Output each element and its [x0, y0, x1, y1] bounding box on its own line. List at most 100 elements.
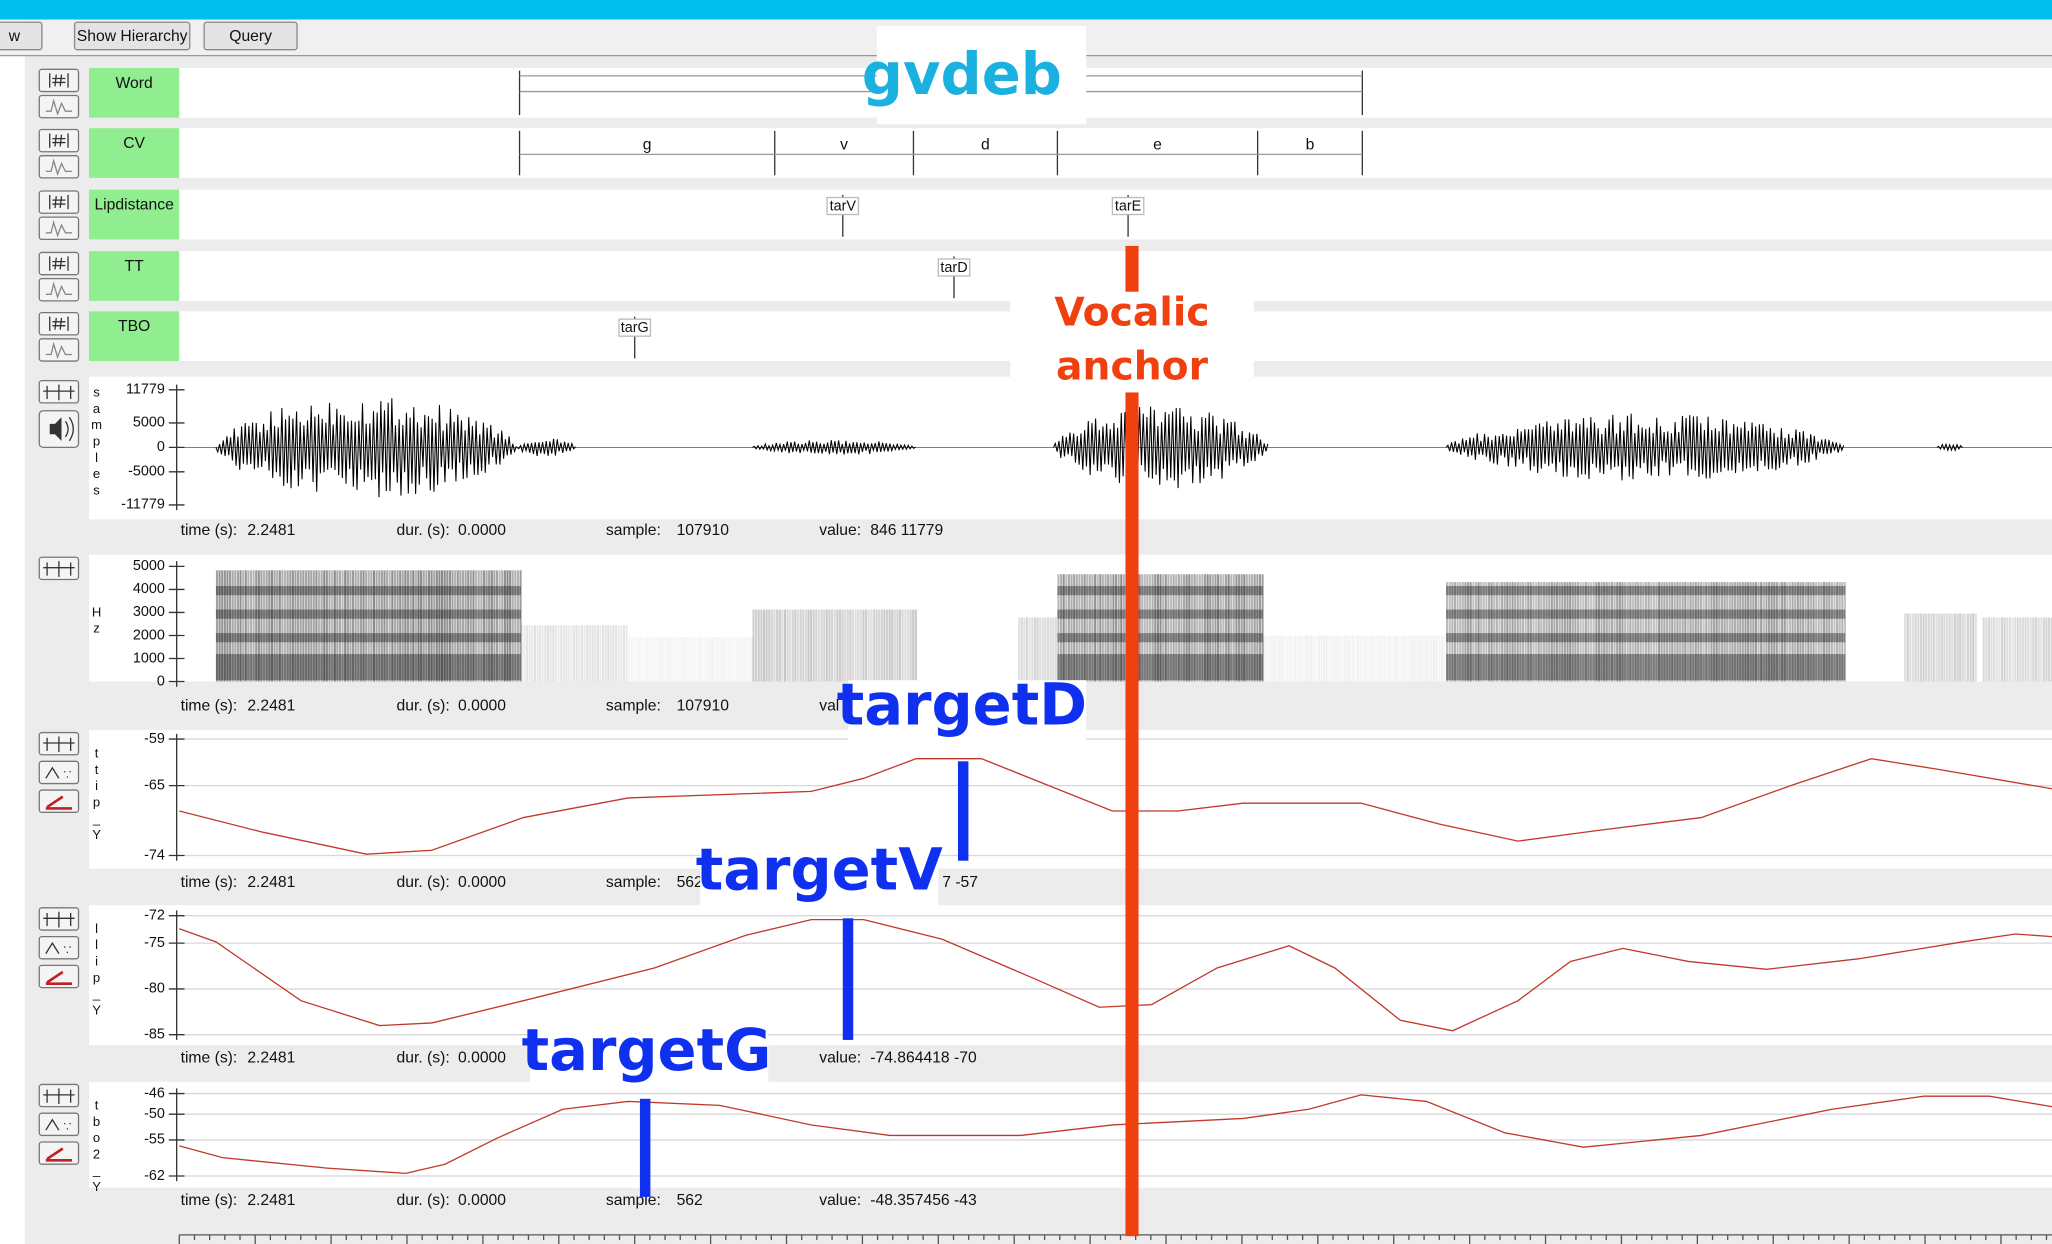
axis-label: samples: [89, 385, 104, 499]
toolbar-button-label[interactable]: Query: [229, 28, 272, 45]
spectrogram-band: [1305, 635, 1307, 681]
formant: [216, 654, 521, 667]
spectrogram-band: [1344, 635, 1346, 681]
spectrogram-band: [781, 610, 783, 682]
spectrogram-band: [815, 610, 817, 682]
left-edge: [0, 0, 25, 1244]
spectrogram-band: [644, 637, 646, 681]
icon-button[interactable]: [39, 217, 78, 239]
spectrogram-band: [1985, 617, 1987, 681]
spectrogram-band: [576, 625, 578, 681]
callout-anchor: Vocalic: [1054, 291, 1209, 336]
spectrogram-band: [1936, 613, 1938, 681]
y-tick-label: 1000: [133, 650, 165, 666]
icon-button[interactable]: [39, 937, 78, 959]
status-label: value:: [819, 1192, 861, 1209]
formant: [216, 610, 521, 619]
icon-button[interactable]: [39, 252, 78, 274]
icon-button[interactable]: [39, 156, 78, 178]
spectrogram-band: [594, 625, 596, 681]
spectrogram-band: [670, 637, 672, 681]
title-bar: [0, 0, 2052, 20]
icon-button[interactable]: [39, 279, 78, 301]
spectrogram-band: [1265, 635, 1267, 681]
axis-label: ttip_Y: [89, 746, 104, 844]
spectrogram-band: [691, 637, 693, 681]
spectrogram-band: [542, 625, 544, 681]
spectrogram-band: [717, 637, 719, 681]
status-value: 2.2481: [247, 1049, 295, 1066]
spectrogram-band: [1915, 613, 1917, 681]
spectrogram-band: [1362, 635, 1364, 681]
formant: [1446, 633, 1845, 642]
formant: [216, 586, 521, 595]
spectrogram-band: [1320, 635, 1322, 681]
spectrogram-band: [1276, 635, 1278, 681]
y-tick-label: -85: [144, 1027, 165, 1043]
spectrogram-band: [552, 625, 554, 681]
icon-button[interactable]: [39, 191, 78, 213]
spectrogram-band: [794, 610, 796, 682]
spectrogram-band: [802, 610, 804, 682]
icon-button[interactable]: [39, 95, 78, 117]
spectrogram-band: [646, 637, 648, 681]
y-tick-label: -74: [144, 847, 165, 863]
spectrogram-band: [1941, 613, 1943, 681]
spectrogram-band: [2011, 617, 2013, 681]
spectrogram-band: [784, 610, 786, 682]
spectrogram-band: [1294, 635, 1296, 681]
spectrogram-band: [2017, 617, 2019, 681]
axis-label: llip_Y: [89, 921, 104, 1019]
spectrogram-band: [1415, 635, 1417, 681]
spectrogram-band: [776, 610, 778, 682]
spectrogram-band: [709, 637, 711, 681]
spectrogram-band: [1996, 617, 1998, 681]
spectrogram-band: [1389, 635, 1391, 681]
icon-button[interactable]: [39, 130, 78, 152]
status-label: dur. (s):: [397, 522, 450, 539]
spectrogram-band: [529, 625, 531, 681]
spectrogram-band: [683, 637, 685, 681]
spectrogram-band: [639, 637, 641, 681]
spectrogram-band: [766, 610, 768, 682]
y-tick-label: -75: [144, 935, 165, 951]
spectrogram-band: [688, 637, 690, 681]
y-tick-label: 5000: [133, 558, 165, 574]
icon-button[interactable]: [39, 1113, 78, 1135]
icon-button[interactable]: [39, 69, 78, 91]
toolbar-button-label[interactable]: w: [8, 28, 21, 45]
spectrogram-band: [1292, 635, 1294, 681]
target-bar: [843, 918, 853, 1040]
spectrogram-band: [678, 637, 680, 681]
spectrogram-band: [1394, 635, 1396, 681]
spectrogram-band: [623, 625, 625, 681]
spectrogram-band: [615, 625, 617, 681]
spectrogram-band: [1347, 635, 1349, 681]
status-label: dur. (s):: [397, 1192, 450, 1209]
spectrogram-band: [720, 637, 722, 681]
icon-button[interactable]: [39, 761, 78, 783]
toolbar-button-label[interactable]: Show Hierarchy: [77, 28, 188, 45]
spectrogram-band: [592, 625, 594, 681]
spectrogram-band: [1436, 635, 1438, 681]
icon-button[interactable]: [39, 313, 78, 335]
spectrogram-band: [1391, 635, 1393, 681]
icon-button[interactable]: [39, 339, 78, 361]
y-tick-label: -65: [144, 777, 165, 793]
spectrogram-band: [589, 625, 591, 681]
spectrogram-band: [1998, 617, 2000, 681]
spectrogram-band: [701, 637, 703, 681]
spectrogram-band: [787, 610, 789, 682]
spectrogram-band: [618, 625, 620, 681]
status-label: dur. (s):: [397, 698, 450, 715]
toolbar-button[interactable]: [0, 22, 42, 49]
segment-label: v: [840, 136, 848, 153]
spectrogram-band: [1310, 635, 1312, 681]
spectrogram-band: [602, 625, 604, 681]
spectrogram-band: [1383, 635, 1385, 681]
spectrogram-band: [1297, 635, 1299, 681]
spectrogram-band: [686, 637, 688, 681]
spectrogram-band: [597, 625, 599, 681]
spectrogram-band: [1339, 635, 1341, 681]
status-value: 0.0000: [458, 522, 506, 539]
